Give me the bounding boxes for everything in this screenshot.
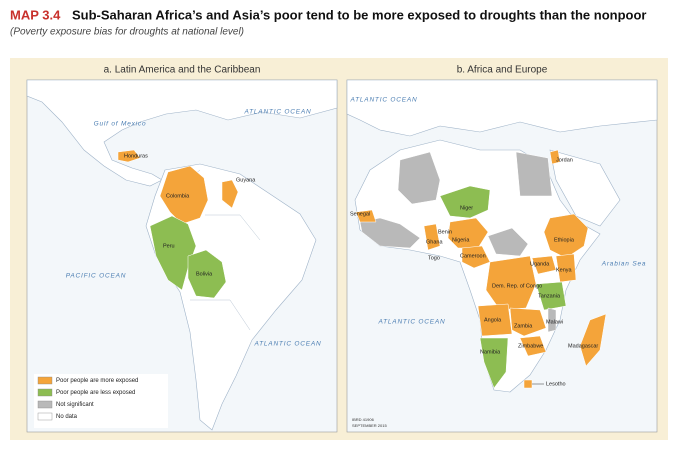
legend-label: No data <box>56 414 78 420</box>
country-label: Angola <box>484 317 502 323</box>
arabia <box>549 149 621 227</box>
legend-swatch <box>37 400 53 409</box>
map-latin-america: Gulf of Mexico ATLANTIC OCEAN PACIFIC OC… <box>26 79 338 433</box>
country-shape <box>555 253 577 283</box>
ocean-label: Arabian Sea <box>601 261 647 268</box>
country-shape <box>549 149 561 165</box>
legend-label: Poor people are less exposed <box>56 390 135 396</box>
country-label: Bolivia <box>196 271 213 277</box>
legend-swatch <box>37 412 53 421</box>
country-shape <box>477 303 513 337</box>
legend-box <box>34 374 168 428</box>
country-shape <box>159 165 209 225</box>
country-shape <box>359 217 421 249</box>
country-label: Ethiopia <box>554 237 575 243</box>
country-label: Zimbabwe <box>518 343 543 349</box>
panel-title: a. Latin America and the Caribbean <box>104 65 261 76</box>
country-label: Dem. Rep. of Congo <box>492 283 542 289</box>
country-shape <box>439 185 491 219</box>
country-label: Cameroon <box>460 253 486 259</box>
country-shape <box>523 379 533 389</box>
country-label: Jordan <box>556 157 573 163</box>
country-label: Kenya <box>556 267 573 273</box>
map-subtitle: (Poverty exposure bias for droughts at n… <box>10 27 244 38</box>
country-shape <box>461 245 491 269</box>
country-label: Tanzania <box>538 293 561 299</box>
country-label: Colombia <box>166 193 190 199</box>
map-label: MAP 3.4 <box>10 7 61 22</box>
country-shape <box>397 151 441 205</box>
country-shape <box>535 281 567 311</box>
legend-swatch <box>37 376 53 385</box>
country-shape <box>117 149 141 163</box>
country-label: Guyana <box>236 177 256 183</box>
north-america <box>26 79 338 187</box>
country-label: Malawi <box>546 319 563 325</box>
country-label: Namibia <box>480 349 501 355</box>
country-shape <box>519 335 547 357</box>
country-label: Honduras <box>124 153 148 159</box>
country-label: Ghana <box>426 239 443 245</box>
credit: SEPTEMBER 2015 <box>352 423 387 428</box>
legend-swatch <box>37 388 53 397</box>
country-shape <box>355 209 377 223</box>
ocean-label: ATLANTIC OCEAN <box>243 109 311 116</box>
legend-label: Poor people are more exposed <box>56 378 138 384</box>
country-label: Madagascar <box>568 343 598 349</box>
country-label: Lesotho <box>546 381 566 387</box>
country-label: Uganda <box>530 261 550 267</box>
country-shape <box>479 337 509 389</box>
europe <box>346 79 658 137</box>
country-label: Peru <box>163 243 175 249</box>
ocean-label: PACIFIC OCEAN <box>66 273 126 280</box>
ocean-label: ATLANTIC OCEAN <box>377 319 445 326</box>
country-shape <box>531 255 557 275</box>
country-shape <box>515 151 553 197</box>
legend-label: Not significant <box>56 402 94 408</box>
country-shape <box>485 255 537 311</box>
map-africa-europe: ATLANTIC OCEAN Arabian Sea ATLANTIC OCEA… <box>346 79 658 433</box>
country-shape <box>579 313 607 367</box>
legend: Poor people are more exposed Poor people … <box>34 374 168 428</box>
country-label: Zambia <box>514 323 533 329</box>
country-label: Togo <box>428 255 440 261</box>
country-shape <box>487 227 529 257</box>
country-label: Senegal <box>350 211 370 217</box>
country-label: Nigeria <box>452 237 470 243</box>
country-shape <box>221 179 239 209</box>
country-shape <box>423 223 441 251</box>
ocean-label: ATLANTIC OCEAN <box>349 97 417 104</box>
country-shape <box>547 307 557 333</box>
map-title: Sub-Saharan Africa’s and Asia’s poor ten… <box>72 7 646 22</box>
ocean-label: Gulf of Mexico <box>94 121 147 128</box>
ocean-label: ATLANTIC OCEAN <box>253 341 321 348</box>
country-label: Niger <box>460 205 473 211</box>
country-label: Benin <box>438 229 452 235</box>
country-shape <box>187 249 227 299</box>
country-shape <box>509 307 547 337</box>
panel-title: b. Africa and Europe <box>457 65 548 76</box>
country-shape <box>543 213 589 259</box>
credit: IBRD 41906 <box>352 417 375 422</box>
